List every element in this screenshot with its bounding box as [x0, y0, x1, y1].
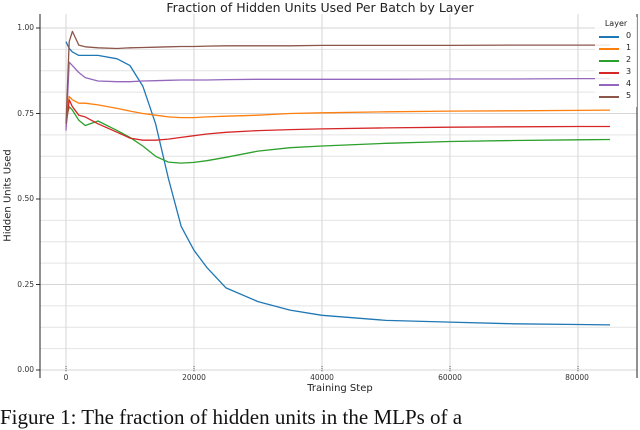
series-line-layer-0: [65, 41, 611, 326]
legend-label: 3: [626, 67, 632, 76]
legend-label: 0: [626, 31, 632, 40]
y-tick-label: 0.75: [17, 109, 34, 118]
series-line-layer-1: [65, 95, 611, 121]
y-tick-label: 0.00: [17, 365, 34, 374]
legend-item-layer-2: 2: [599, 55, 637, 67]
legend-label: 2: [626, 55, 632, 64]
y-tick-label: 0.25: [17, 280, 34, 289]
legend-item-layer-3: 3: [599, 67, 637, 79]
series-line-layer-5: [65, 30, 610, 124]
legend-label: 5: [626, 91, 632, 100]
legend-label: 1: [626, 43, 632, 52]
x-axis-label: Training Step: [307, 383, 373, 394]
y-tick-label: 0.50: [17, 194, 34, 203]
series-line-layer-3: [65, 99, 610, 141]
series-lines: [65, 30, 611, 326]
y-tick-label: 1.00: [17, 23, 34, 32]
legend-swatch: [599, 96, 619, 98]
gridlines: [36, 14, 637, 372]
x-tick-label: 60000: [438, 373, 462, 382]
chart-title: Fraction of Hidden Units Used Per Batch …: [166, 0, 474, 15]
legend-swatch: [599, 72, 619, 74]
legend-swatch: [599, 36, 619, 38]
legend-swatch: [599, 60, 619, 62]
legend-item-layer-1: 1: [599, 43, 637, 55]
x-tick-label: 20000: [182, 373, 206, 382]
legend-item-layer-0: 0: [599, 31, 637, 43]
legend-label: 4: [626, 79, 632, 88]
x-tick-label: 80000: [565, 373, 589, 382]
series-line-layer-4: [65, 61, 610, 131]
legend-swatch: [599, 84, 619, 86]
legend-item-layer-4: 4: [599, 79, 637, 91]
legend: Layer 0 1 2 3 4 5: [595, 17, 637, 107]
x-tick-label: 0: [63, 373, 69, 382]
legend-item-layer-5: 5: [599, 91, 637, 103]
series-line-layer-2: [65, 106, 611, 164]
figure-caption: Figure 1: The fraction of hidden units i…: [0, 405, 463, 429]
x-tick-label: 40000: [310, 373, 334, 382]
legend-swatch: [599, 48, 619, 50]
legend-title: Layer: [604, 19, 628, 28]
